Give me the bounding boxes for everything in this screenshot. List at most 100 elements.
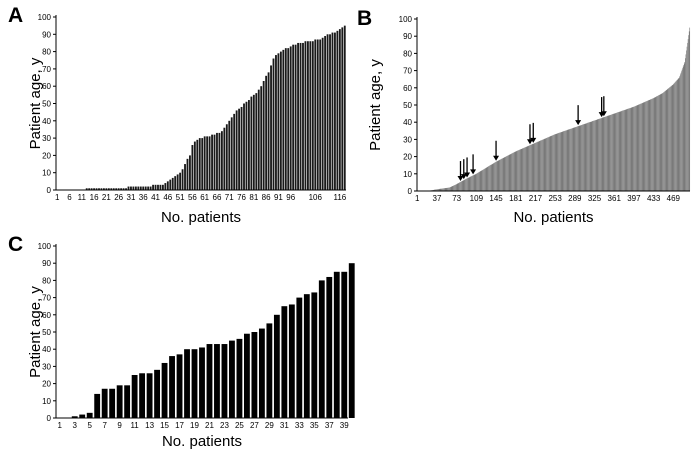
bar [122,188,125,190]
x-tick-label: 1 [58,421,63,430]
bar [666,89,668,191]
bar [651,98,653,191]
bar [522,148,523,191]
bar [614,113,616,191]
bar [570,128,571,191]
bar [216,132,218,190]
bar [287,48,290,190]
x-tick-label: 27 [250,421,259,430]
bar [689,27,691,191]
bar [648,100,649,191]
bar [453,185,454,191]
bar [484,168,485,191]
bar [492,163,494,191]
bar [451,186,453,191]
bar [540,140,542,191]
bar [341,271,348,418]
bar [552,135,553,191]
bar [282,49,285,191]
bar [127,186,130,190]
bar [645,101,646,191]
bar [438,189,439,191]
bar [652,98,654,191]
bar [450,187,451,191]
bar [681,69,683,191]
y-tick-label: 0 [408,187,413,196]
panel-letter: C [8,233,23,256]
bar [569,129,571,191]
bar [220,131,223,190]
bar [611,114,613,191]
bar [587,122,589,191]
bar [90,188,93,190]
bar [486,167,488,191]
bar [569,129,570,191]
bar [564,130,565,191]
bar [584,123,585,191]
bar [673,83,675,191]
bar [475,174,477,191]
bar [228,120,231,190]
bar [479,171,481,191]
x-tick-label: 17 [175,421,184,430]
bar [593,120,594,191]
bar [529,145,531,191]
bar [674,82,676,191]
bar [476,173,477,191]
bar [450,186,452,191]
bar [533,143,535,191]
x-tick-label: 25 [235,421,244,430]
bar [615,113,616,191]
bar [257,89,260,190]
bar [250,96,253,190]
bar [610,114,612,191]
bar [580,125,582,191]
bar [435,189,436,191]
bar [206,136,209,190]
bar [607,115,608,191]
bar [546,137,548,191]
bar [233,113,236,190]
bar [593,120,595,191]
bar [588,122,590,191]
bar [567,129,569,191]
y-tick-label: 20 [403,153,412,162]
x-tick-label: 37 [325,421,334,430]
bar [321,37,324,191]
bar [477,173,478,191]
bar [436,189,438,191]
arrow-marker [493,140,500,161]
chart-panel-b: B 0 10 20 30 40 50 60 70 80 90 100 1 37 73 109 145 181 217… [357,7,691,226]
bar [510,154,512,191]
bar [673,84,674,191]
x-tick-label: 66 [213,193,222,202]
bar [669,87,670,191]
y-tick-label: 10 [42,169,51,178]
bar [600,118,602,191]
bar [103,188,105,190]
arrow-marker [464,157,471,178]
bar [522,148,524,191]
bar [516,151,517,191]
bar [448,187,449,191]
bar [279,51,282,190]
x-tick-label: 91 [274,193,283,202]
bar [577,126,578,191]
x-tick-label: 6 [67,193,72,202]
bar [578,125,579,191]
arrow-head [600,111,607,117]
bar [547,137,549,191]
bar [656,96,658,191]
bar [184,349,190,418]
bar [199,347,205,418]
bar [88,188,91,190]
bar [302,42,304,191]
bar [682,68,683,191]
bar [494,162,496,191]
bar [584,123,586,191]
bar [186,158,189,190]
bar [142,186,145,190]
bar [436,189,437,191]
bar [597,119,599,191]
bar [503,157,505,191]
